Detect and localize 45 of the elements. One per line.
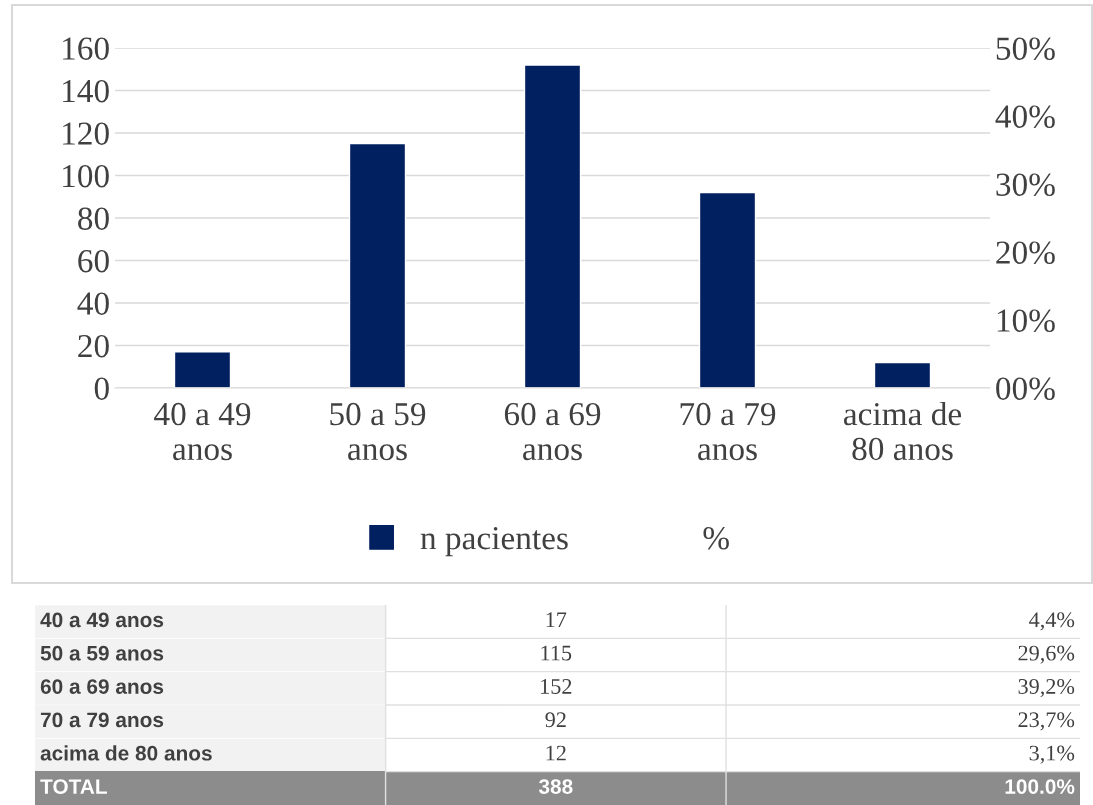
bar	[173, 351, 232, 388]
y2-tick-label: 30%	[996, 173, 1055, 196]
category-label: 40 a 49 anos	[40, 612, 164, 628]
category-label: 70 a 79 anos	[40, 712, 164, 728]
text: 3,1%	[1029, 745, 1075, 764]
x-tick-label: 40 a 49 anos	[154, 402, 251, 461]
text: 4,4%	[1029, 612, 1075, 631]
y2-tick-label: 00%	[996, 377, 1055, 400]
x-tick-label: 60 a 69 anos	[504, 402, 601, 461]
data-label: 152	[541, 678, 572, 694]
text: 39,2%	[1018, 678, 1075, 698]
text: %	[703, 526, 729, 550]
data-label: 17	[546, 612, 567, 628]
bar	[348, 142, 407, 388]
text: 100.0%	[1005, 779, 1075, 794]
legend-label: n pacientes	[420, 527, 568, 557]
y-tick-label: 120	[63, 122, 109, 145]
category-label: 60 a 69 anos	[40, 679, 164, 694]
bar	[873, 361, 932, 388]
text: 23,7%	[1018, 712, 1075, 731]
y2-tick-label: 50%	[996, 37, 1055, 60]
text: 29,6%	[1018, 645, 1075, 664]
y-tick-label: 20	[78, 334, 109, 358]
y2-tick-label: 10%	[997, 309, 1055, 332]
y-tick-label: 40	[77, 292, 109, 315]
y-tick-label: 0	[94, 377, 109, 400]
bar	[523, 64, 582, 388]
y2-tick-label: 20%	[996, 241, 1055, 264]
y-tick-label: 100	[63, 164, 109, 188]
x-tick-label: 70 a 79 anos	[680, 402, 776, 461]
text: TOTAL	[40, 779, 107, 794]
x-tick-label: acima de 80 anos	[843, 401, 962, 461]
bar	[698, 191, 757, 388]
data-label: 92	[545, 712, 566, 728]
data-label: 115	[541, 645, 572, 661]
text: 388	[538, 779, 573, 794]
y-tick-label: 140	[63, 79, 109, 103]
category-label: 50 a 59 anos	[40, 645, 164, 661]
y-tick-label: 80	[78, 207, 109, 230]
x-tick-label: 50 a 59 anos	[330, 402, 426, 461]
data-label: 12	[546, 745, 566, 761]
y-tick-label: 160	[63, 37, 109, 60]
y2-tick-label: 40%	[995, 105, 1055, 128]
category-label: acima de 80 anos	[40, 745, 212, 761]
y-tick-label: 60	[78, 249, 109, 273]
